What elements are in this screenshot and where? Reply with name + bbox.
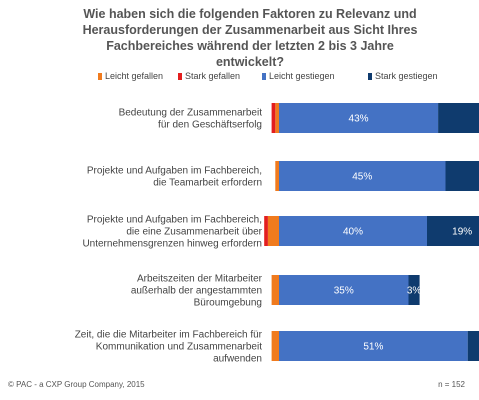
legend-label: Stark gefallen: [185, 71, 240, 81]
row-3: Projekte und Aufgaben im Fachbereich, die…: [82, 215, 479, 250]
category-label: Projekte und Aufgaben im Fachbereich, die…: [87, 166, 262, 189]
bar-stark-gefallen: [264, 216, 268, 246]
data-label: 40%: [343, 227, 363, 238]
row-4: Arbeitszeiten der Mitarbeiter außerhalb d…: [131, 274, 422, 309]
bar-stark-gestiegen: [427, 216, 479, 246]
legend-swatch: [178, 73, 182, 80]
row-5: Zeit, die die Mitarbeiter im Fachbereich…: [75, 330, 479, 365]
legend-item-leicht-gefallen: Leicht gefallen: [98, 71, 163, 81]
row-1: Bedeutung der Zusammenarbeit für den Gesc…: [119, 103, 479, 133]
legend-swatch: [98, 73, 102, 80]
legend-label: Stark gestiegen: [375, 71, 438, 81]
legend-label: Leicht gefallen: [105, 71, 163, 81]
data-label: 51%: [363, 342, 383, 353]
bar-leicht-gefallen: [271, 331, 279, 361]
bar-stark-gestiegen: [445, 161, 479, 191]
legend-swatch: [262, 73, 266, 80]
bar-leicht-gestiegen: [279, 275, 409, 305]
legend-item-stark-gestiegen: Stark gestiegen: [368, 71, 438, 81]
data-label: 19%: [452, 227, 472, 238]
bar-leicht-gefallen: [275, 103, 279, 133]
bar-leicht-gefallen: [271, 275, 279, 305]
data-label: 35%: [334, 286, 354, 297]
category-label: Arbeitszeiten der Mitarbeiter außerhalb d…: [131, 274, 263, 309]
legend-item-leicht-gestiegen: Leicht gestiegen: [262, 71, 335, 81]
bar-leicht-gestiegen: [279, 161, 446, 191]
source-note: © PAC - a CXP Group Company, 2015: [8, 380, 145, 389]
data-label: 43%: [349, 114, 369, 125]
bar-leicht-gefallen: [267, 216, 279, 246]
legend: Leicht gefallen Stark gefallen Leicht gest…: [98, 71, 438, 81]
row-2: Projekte und Aufgaben im Fachbereich, die…: [87, 161, 479, 191]
legend-label: Leicht gestiegen: [269, 71, 335, 81]
category-label: Zeit, die die Mitarbeiter im Fachbereich…: [75, 330, 263, 365]
legend-swatch: [368, 73, 372, 80]
category-label: Projekte und Aufgaben im Fachbereich, die…: [82, 215, 262, 250]
sample-size: n = 152: [438, 380, 465, 389]
bar-stark-gestiegen: [467, 331, 479, 361]
chart-rows: Bedeutung der Zusammenarbeit für den Gesc…: [75, 103, 479, 365]
bar-leicht-gestiegen: [279, 103, 439, 133]
bar-stark-gefallen: [271, 103, 276, 133]
bar-leicht-gefallen: [275, 161, 279, 191]
bar-stark-gestiegen: [438, 103, 479, 133]
legend-item-stark-gefallen: Stark gefallen: [178, 71, 240, 81]
chart-title: Wie haben sich die folgenden Faktoren zu…: [82, 7, 418, 69]
data-label: 45%: [352, 172, 372, 183]
bar-stark-gestiegen: [408, 275, 420, 305]
category-label: Bedeutung der Zusammenarbeit für den Gesc…: [119, 108, 263, 131]
bar-leicht-gestiegen: [279, 216, 427, 246]
bar-leicht-gestiegen: [279, 331, 468, 361]
data-label: 3%: [407, 286, 422, 297]
